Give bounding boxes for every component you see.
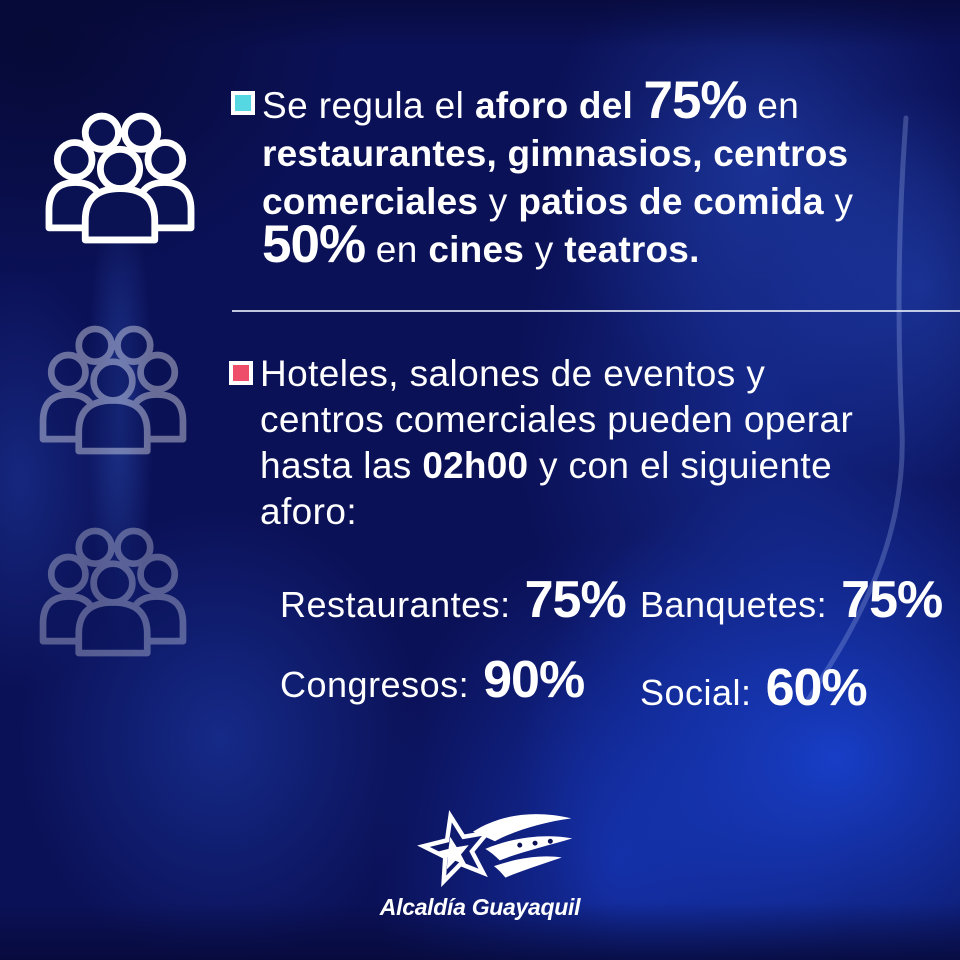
stat-label: Banquetes: bbox=[640, 584, 828, 625]
star-flag-icon bbox=[417, 810, 573, 888]
people-group-icon-faded bbox=[38, 525, 188, 659]
stat-value: 60% bbox=[765, 659, 868, 717]
section-divider bbox=[232, 310, 960, 312]
text-line: centros comerciales pueden operar bbox=[260, 399, 854, 440]
stat-congresos: Congresos: 90% bbox=[280, 654, 585, 723]
people-group-icon-faded bbox=[38, 323, 188, 457]
bullet-marker-cyan bbox=[231, 91, 255, 115]
stat-value: 75% bbox=[841, 571, 943, 629]
text-line: restaurantes, gimnasios, centros bbox=[262, 133, 849, 174]
stat-social: Social: 60% bbox=[640, 662, 868, 731]
text-line: hasta las 02h00 y con el siguiente bbox=[260, 445, 833, 486]
text-line: comerciales y patios de comida y bbox=[262, 181, 854, 222]
logo-wordmark: Alcaldía Guayaquil bbox=[379, 894, 581, 920]
stat-value: 75% bbox=[524, 571, 627, 629]
text-line: 50% en cines y teatros. bbox=[262, 215, 700, 274]
stat-label: Social: bbox=[640, 672, 752, 713]
stat-label: Restaurantes: bbox=[280, 584, 511, 625]
stat-value: 90% bbox=[483, 651, 585, 709]
stat-restaurantes: Restaurantes: 75% bbox=[280, 574, 627, 643]
people-group-icon bbox=[44, 110, 196, 246]
text-line: Hoteles, salones de eventos y bbox=[260, 353, 766, 394]
stat-banquetes: Banquetes: 75% bbox=[640, 574, 943, 643]
text-line: Se regula el aforo del 75% en bbox=[262, 71, 800, 130]
alcaldia-guayaquil-logo: Alcaldía Guayaquil bbox=[0, 804, 960, 921]
text-line: aforo: bbox=[260, 491, 358, 532]
bullet-text-capacity-rules: Se regula el aforo del 75% en restaurante… bbox=[262, 71, 854, 274]
stat-label: Congresos: bbox=[280, 664, 470, 705]
bullet-marker-pink bbox=[229, 361, 253, 385]
bullet-text-hours-rules: Hoteles, salones de eventos y centros com… bbox=[260, 351, 853, 535]
